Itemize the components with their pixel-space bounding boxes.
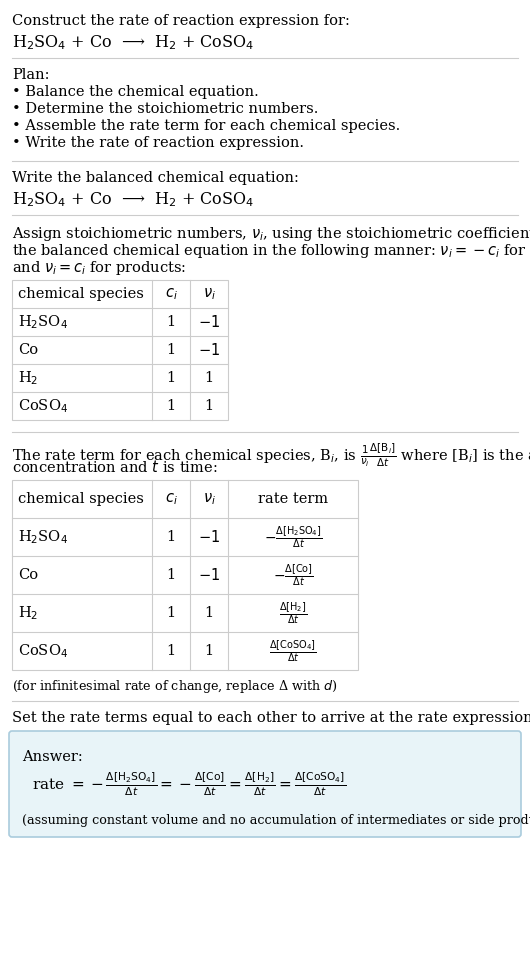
Text: (assuming constant volume and no accumulation of intermediates or side products): (assuming constant volume and no accumul… [22, 814, 530, 827]
Text: • Assemble the rate term for each chemical species.: • Assemble the rate term for each chemic… [12, 119, 400, 133]
Text: 1: 1 [166, 371, 175, 385]
Text: H$_2$SO$_4$ + Co  ⟶  H$_2$ + CoSO$_4$: H$_2$SO$_4$ + Co ⟶ H$_2$ + CoSO$_4$ [12, 33, 254, 52]
Text: Co: Co [18, 343, 38, 357]
Bar [12, 280, 228, 420]
Text: rate $= -\frac{\Delta[\mathrm{H_2SO_4}]}{\Delta t} = -\frac{\Delta[\mathrm{Co}]}: rate $= -\frac{\Delta[\mathrm{H_2SO_4}]}… [32, 770, 346, 797]
Text: $c_i$: $c_i$ [165, 491, 178, 507]
Text: H$_2$SO$_4$: H$_2$SO$_4$ [18, 313, 68, 331]
Text: 1: 1 [166, 568, 175, 582]
Text: $\frac{\Delta[\mathrm{CoSO_4}]}{\Delta t}$: $\frac{\Delta[\mathrm{CoSO_4}]}{\Delta t… [269, 638, 317, 664]
Text: 1: 1 [166, 606, 175, 620]
Text: 1: 1 [166, 399, 175, 413]
Text: $\nu_i$: $\nu_i$ [202, 491, 216, 507]
Text: CoSO$_4$: CoSO$_4$ [18, 397, 68, 415]
Text: $c_i$: $c_i$ [165, 286, 178, 302]
Text: $-\frac{\Delta[\mathrm{H_2SO_4}]}{\Delta t}$: $-\frac{\Delta[\mathrm{H_2SO_4}]}{\Delta… [264, 524, 322, 549]
Text: $\nu_i$: $\nu_i$ [202, 286, 216, 302]
Text: • Balance the chemical equation.: • Balance the chemical equation. [12, 85, 259, 99]
Text: $-1$: $-1$ [198, 529, 220, 545]
FancyBboxPatch shape [9, 731, 521, 837]
Text: $-1$: $-1$ [198, 567, 220, 583]
Bar [12, 480, 358, 670]
Text: CoSO$_4$: CoSO$_4$ [18, 642, 68, 660]
Text: (for infinitesimal rate of change, replace Δ with $d$): (for infinitesimal rate of change, repla… [12, 678, 338, 695]
Text: Construct the rate of reaction expression for:: Construct the rate of reaction expressio… [12, 14, 350, 28]
Text: Assign stoichiometric numbers, $\nu_i$, using the stoichiometric coefficients, $: Assign stoichiometric numbers, $\nu_i$, … [12, 225, 530, 243]
Text: and $\nu_i = c_i$ for products:: and $\nu_i = c_i$ for products: [12, 259, 187, 277]
Text: 1: 1 [166, 343, 175, 357]
Text: • Determine the stoichiometric numbers.: • Determine the stoichiometric numbers. [12, 102, 319, 116]
Text: $-1$: $-1$ [198, 342, 220, 358]
Text: 1: 1 [205, 606, 214, 620]
Text: 1: 1 [166, 644, 175, 658]
Text: Write the balanced chemical equation:: Write the balanced chemical equation: [12, 171, 299, 185]
Text: H$_2$SO$_4$ + Co  ⟶  H$_2$ + CoSO$_4$: H$_2$SO$_4$ + Co ⟶ H$_2$ + CoSO$_4$ [12, 190, 254, 209]
Text: 1: 1 [166, 315, 175, 329]
Text: Answer:: Answer: [22, 750, 83, 764]
Text: H$_2$: H$_2$ [18, 604, 38, 622]
Text: chemical species: chemical species [18, 287, 144, 301]
Text: 1: 1 [205, 399, 214, 413]
Text: $-\frac{\Delta[\mathrm{Co}]}{\Delta t}$: $-\frac{\Delta[\mathrm{Co}]}{\Delta t}$ [273, 562, 313, 588]
Text: $\frac{\Delta[\mathrm{H_2}]}{\Delta t}$: $\frac{\Delta[\mathrm{H_2}]}{\Delta t}$ [279, 600, 307, 626]
Text: Co: Co [18, 568, 38, 582]
Text: H$_2$: H$_2$ [18, 369, 38, 386]
Text: the balanced chemical equation in the following manner: $\nu_i = -c_i$ for react: the balanced chemical equation in the fo… [12, 242, 530, 260]
Text: chemical species: chemical species [18, 492, 144, 506]
Text: $-1$: $-1$ [198, 314, 220, 330]
Text: 1: 1 [166, 530, 175, 544]
Text: Set the rate terms equal to each other to arrive at the rate expression:: Set the rate terms equal to each other t… [12, 711, 530, 725]
Text: H$_2$SO$_4$: H$_2$SO$_4$ [18, 528, 68, 546]
Text: 1: 1 [205, 371, 214, 385]
Text: Plan:: Plan: [12, 68, 49, 82]
Text: The rate term for each chemical species, B$_i$, is $\frac{1}{\nu_i}\frac{\Delta[: The rate term for each chemical species,… [12, 442, 530, 469]
Text: • Write the rate of reaction expression.: • Write the rate of reaction expression. [12, 136, 304, 150]
Text: rate term: rate term [258, 492, 328, 506]
Text: 1: 1 [205, 644, 214, 658]
Text: concentration and $t$ is time:: concentration and $t$ is time: [12, 459, 217, 475]
